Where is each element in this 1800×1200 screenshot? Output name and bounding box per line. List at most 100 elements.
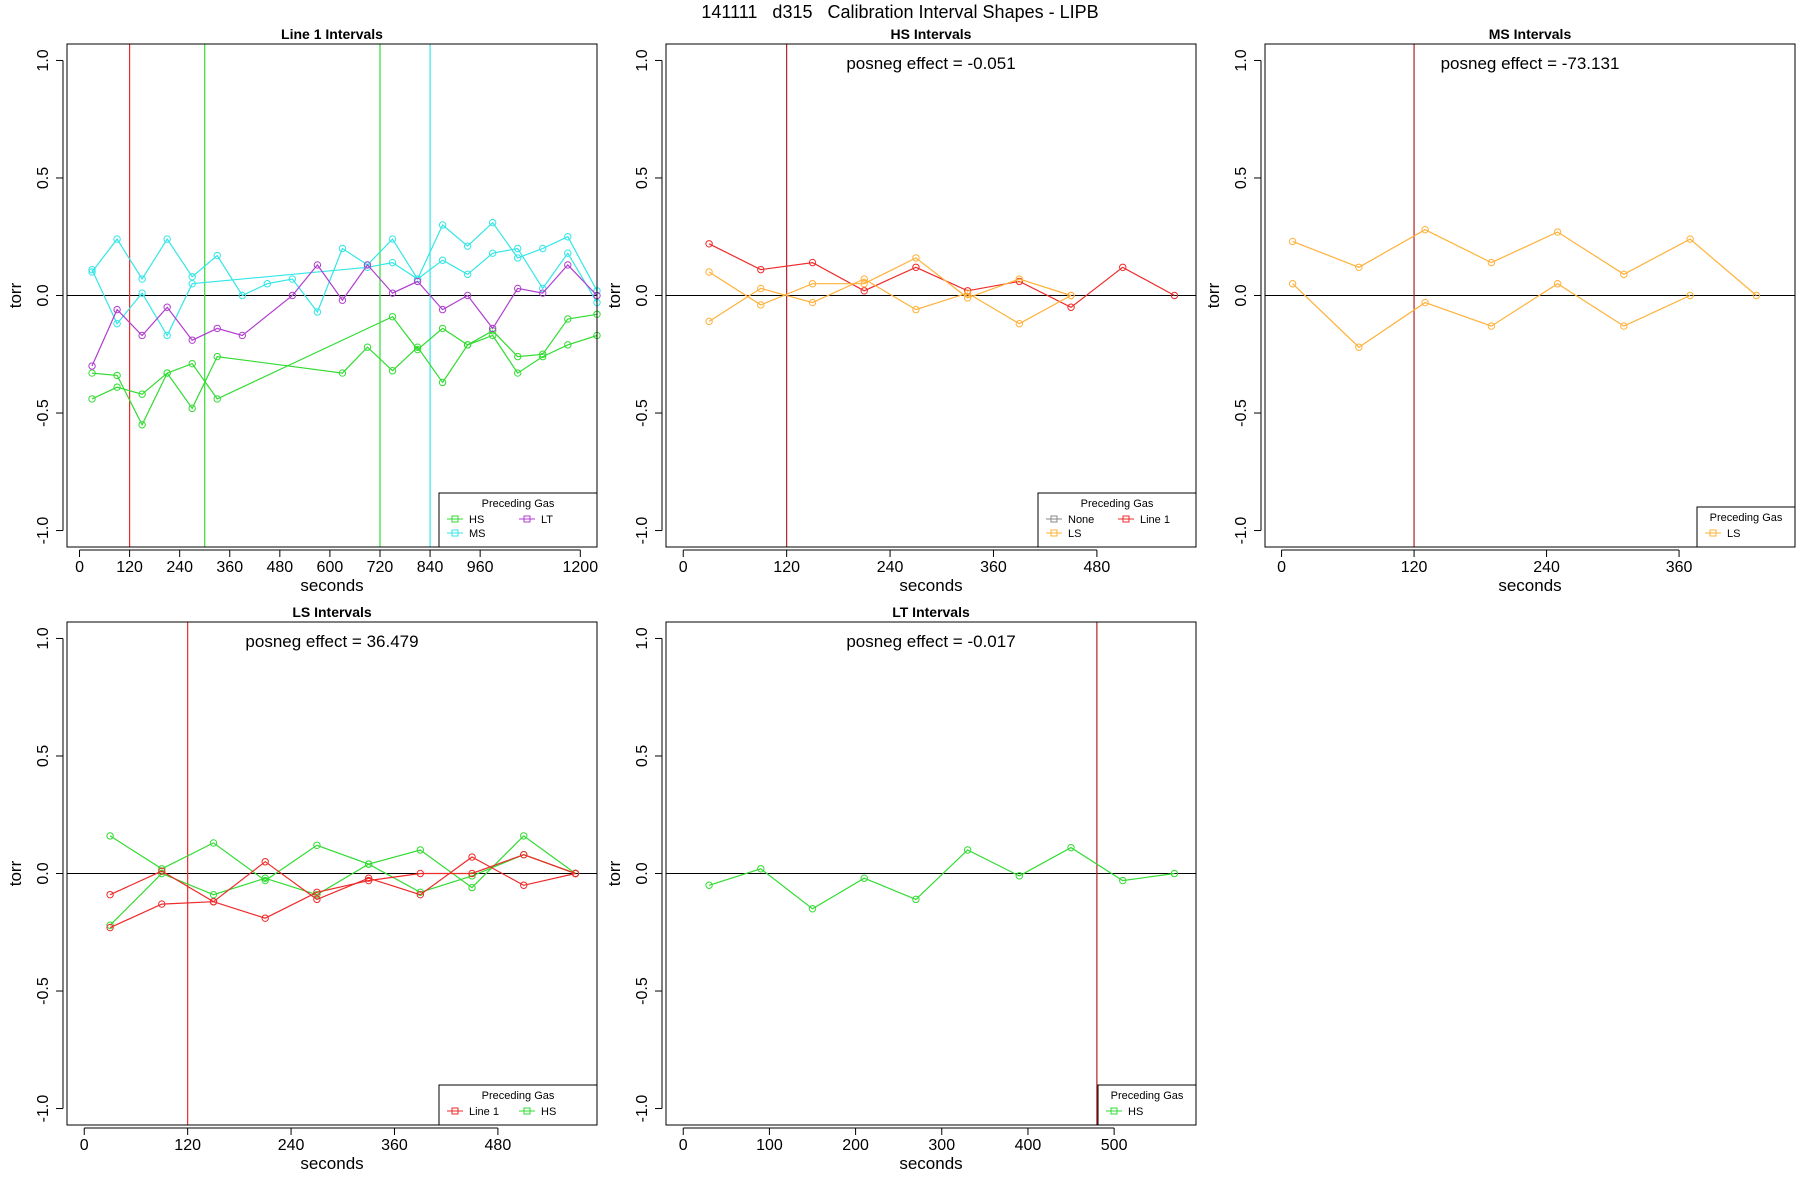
legend-key-marker	[523, 1107, 531, 1115]
data-point	[209, 839, 218, 847]
data-point	[564, 261, 572, 269]
x-tick-label: 360	[1666, 559, 1693, 576]
legend-key-marker	[451, 529, 459, 537]
data-point	[261, 874, 269, 882]
data-point	[238, 331, 246, 340]
data-point	[388, 367, 397, 375]
y-tick-label: 0.0	[634, 284, 651, 306]
plot-frame	[665, 621, 1197, 1126]
data-point	[88, 362, 96, 370]
data-point	[463, 291, 472, 300]
data-point	[808, 280, 817, 288]
posneg-annotation: posneg effect = -0.051	[846, 54, 1015, 73]
series-line-hs	[708, 846, 1175, 910]
data-point	[705, 240, 713, 248]
x-axis-label: seconds	[899, 1154, 962, 1173]
data-point	[705, 881, 713, 889]
data-point	[261, 858, 269, 866]
data-point	[364, 860, 373, 868]
y-tick-label: -0.5	[1233, 399, 1250, 427]
series-line-hs	[91, 334, 598, 410]
x-axis-label: seconds	[1498, 576, 1561, 595]
data-point	[158, 865, 166, 873]
x-tick-label: 0	[80, 1137, 89, 1154]
data-point	[88, 369, 96, 377]
series-line-lt	[91, 263, 598, 367]
y-axis-label: torr	[605, 860, 624, 886]
series-line-ls	[1292, 229, 1757, 296]
y-tick-label: -1.0	[35, 1095, 52, 1123]
data-point	[757, 265, 765, 274]
legend: Preceding Gas HS LT MS	[438, 492, 598, 548]
x-axis-label: seconds	[300, 1154, 363, 1173]
data-point	[1752, 291, 1761, 300]
data-point	[463, 270, 472, 279]
data-point	[757, 284, 765, 293]
data-point	[213, 251, 221, 260]
data-point	[209, 898, 218, 906]
data-point	[138, 421, 146, 429]
data-point	[158, 900, 166, 908]
data-point	[364, 874, 373, 882]
x-tick-label: 720	[367, 559, 394, 576]
data-point	[363, 343, 372, 351]
x-tick-label: 200	[842, 1137, 869, 1154]
data-point	[705, 268, 713, 276]
data-point	[313, 890, 321, 899]
y-tick-label: -1.0	[634, 517, 651, 545]
data-point	[416, 869, 425, 878]
x-tick-label: 0	[679, 559, 688, 576]
data-point	[912, 305, 920, 314]
data-point	[163, 369, 171, 377]
x-tick-label: 0	[75, 559, 84, 576]
x-tick-label: 840	[417, 559, 444, 576]
y-tick-label: 0.5	[1233, 167, 1250, 189]
data-point	[705, 317, 713, 326]
y-tick-label: -1.0	[634, 1095, 651, 1123]
data-point	[338, 369, 347, 377]
x-tick-label: 240	[877, 559, 904, 576]
series-line-line-1	[109, 856, 576, 903]
data-point	[388, 312, 397, 321]
data-point	[138, 289, 146, 297]
y-tick-label: 0.0	[35, 862, 52, 884]
legend-box	[1037, 492, 1197, 548]
legend-title: Preceding Gas	[1081, 498, 1154, 510]
legend-key-marker	[1050, 515, 1058, 523]
data-point	[209, 890, 218, 899]
series-line-hs	[91, 313, 598, 427]
data-point	[1620, 322, 1628, 330]
data-point	[313, 841, 321, 849]
data-point	[808, 258, 817, 267]
legend-key-marker	[451, 1107, 459, 1115]
legend-title: Preceding Gas	[1710, 512, 1783, 524]
data-point	[113, 305, 121, 314]
legend-label: HS	[469, 514, 484, 526]
data-point	[188, 336, 196, 344]
data-point	[564, 341, 572, 349]
panel-title: LT Intervals	[892, 604, 970, 620]
legend-key-marker	[451, 515, 459, 523]
data-point	[313, 888, 321, 897]
data-point	[138, 390, 146, 398]
data-point	[438, 378, 447, 387]
data-point	[539, 284, 547, 293]
data-point	[416, 890, 425, 899]
x-tick-label: 0	[679, 1137, 688, 1154]
data-point	[539, 244, 547, 253]
series-line-ls	[708, 278, 1072, 325]
data-point	[757, 865, 765, 873]
data-point	[213, 352, 221, 361]
legend: Preceding Gas LS	[1696, 506, 1796, 548]
data-point	[514, 369, 522, 377]
y-tick-label: 1.0	[35, 49, 52, 71]
data-point	[188, 404, 196, 413]
legend-key-marker	[1709, 529, 1717, 537]
data-point	[1067, 291, 1075, 300]
data-point	[163, 303, 171, 311]
data-point	[463, 341, 472, 349]
data-point	[188, 272, 196, 281]
data-point	[438, 305, 447, 314]
data-point	[488, 331, 497, 340]
